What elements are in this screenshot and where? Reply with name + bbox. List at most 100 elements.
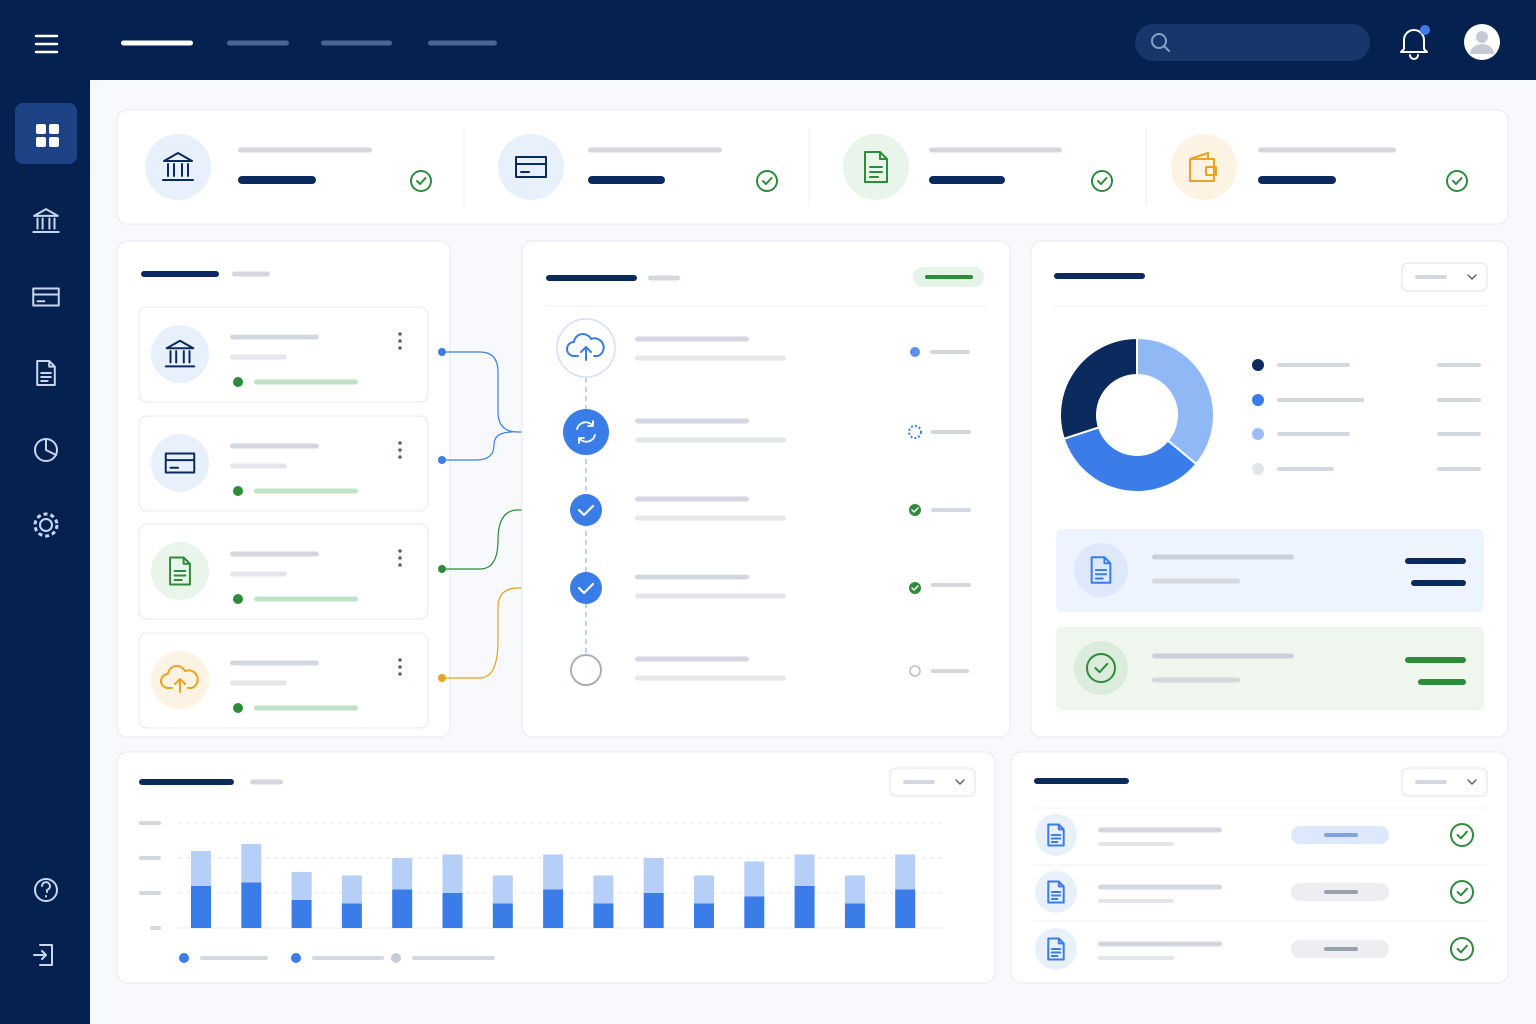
dropdown-caret xyxy=(1467,274,1477,280)
card-icon xyxy=(515,156,547,178)
bar-segment xyxy=(895,889,916,928)
placeholder-line xyxy=(139,779,234,785)
placeholder-line xyxy=(635,336,749,342)
sidebar xyxy=(0,0,90,1024)
placeholder-line xyxy=(230,443,319,449)
placeholder-line xyxy=(1437,398,1481,402)
bar-segment xyxy=(341,903,362,928)
placeholder-line xyxy=(200,956,268,960)
placeholder-line xyxy=(1277,432,1350,436)
status-dot xyxy=(910,347,920,357)
placeholder-line xyxy=(1277,467,1334,471)
more-menu[interactable] xyxy=(398,549,402,553)
search-icon xyxy=(1151,33,1167,49)
legend-dot xyxy=(1252,394,1264,406)
placeholder-line xyxy=(232,271,270,277)
placeholder-line xyxy=(546,275,637,281)
placeholder-line xyxy=(1277,363,1350,367)
bar-segment xyxy=(241,882,262,928)
y-tick-placeholder xyxy=(139,821,161,825)
check-mark xyxy=(1452,177,1463,185)
wallet-icon xyxy=(1189,152,1217,182)
bar-segment xyxy=(543,854,564,890)
check-mark xyxy=(577,504,595,517)
dropdown-caret xyxy=(1467,779,1477,785)
placeholder-line xyxy=(635,675,786,681)
notification-bell xyxy=(1400,29,1428,60)
bar-segment xyxy=(341,875,362,904)
more-menu[interactable] xyxy=(398,455,402,459)
search-icon-handle xyxy=(1163,45,1170,52)
placeholder-line xyxy=(929,147,1062,153)
more-menu[interactable] xyxy=(398,665,402,669)
status-check xyxy=(1091,170,1113,192)
summary-icon-bg xyxy=(145,134,211,200)
connector xyxy=(445,509,553,570)
placeholder-line xyxy=(230,463,287,469)
source-icon-bg xyxy=(151,325,209,383)
bar-segment xyxy=(492,875,513,904)
bar-segment xyxy=(392,858,413,890)
doc-check xyxy=(1450,937,1474,961)
more-menu[interactable] xyxy=(398,672,402,676)
step-pending xyxy=(570,654,602,686)
y-tick-placeholder xyxy=(139,856,161,860)
legend-dot xyxy=(391,953,401,963)
placeholder-line xyxy=(250,779,283,785)
bar-segment xyxy=(191,886,211,928)
more-menu[interactable] xyxy=(398,332,402,336)
sync-icon xyxy=(576,420,596,444)
placeholder-line xyxy=(1098,899,1174,903)
bar-segment xyxy=(844,875,865,904)
summary-icon-bg xyxy=(1171,134,1237,200)
placeholder-line xyxy=(1054,273,1145,279)
placeholder-line xyxy=(1324,947,1358,951)
bar-segment xyxy=(543,889,564,928)
placeholder-line xyxy=(635,593,786,599)
placeholder-line xyxy=(254,379,358,385)
placeholder-line xyxy=(588,176,665,184)
bar-segment xyxy=(492,903,513,928)
status-loading xyxy=(908,425,922,439)
more-menu[interactable] xyxy=(398,339,402,343)
settings-icon[interactable] xyxy=(39,518,53,532)
upload-arrow xyxy=(580,346,592,361)
document-icon xyxy=(1047,823,1065,847)
bank-icon xyxy=(164,339,196,368)
placeholder-line xyxy=(312,956,384,960)
document-icon xyxy=(36,360,56,386)
nav-tab xyxy=(428,40,497,46)
placeholder-line xyxy=(230,571,287,577)
check-mark xyxy=(1094,662,1109,674)
help-icon-mark xyxy=(41,881,51,898)
status-dot xyxy=(909,665,921,677)
more-menu[interactable] xyxy=(398,448,402,452)
placeholder-line xyxy=(931,669,969,673)
card-icon xyxy=(32,287,60,307)
more-menu[interactable] xyxy=(398,346,402,350)
check-mark xyxy=(1456,830,1468,840)
check-mark xyxy=(762,177,773,185)
placeholder-line xyxy=(1152,578,1240,584)
placeholder-line xyxy=(931,508,971,512)
status-check xyxy=(756,170,778,192)
more-menu[interactable] xyxy=(398,556,402,560)
placeholder-line xyxy=(230,354,287,360)
y-tick-placeholder xyxy=(150,926,161,930)
more-menu[interactable] xyxy=(398,658,402,662)
placeholder-line xyxy=(588,147,722,153)
help-icon[interactable] xyxy=(34,878,58,902)
search-box[interactable] xyxy=(1135,24,1370,61)
more-menu[interactable] xyxy=(398,563,402,567)
nav-item-active[interactable] xyxy=(15,103,77,164)
more-menu[interactable] xyxy=(398,441,402,445)
placeholder-line xyxy=(1324,833,1358,837)
bar-segment xyxy=(643,893,664,928)
status-dot xyxy=(233,377,243,387)
settings-icon-gear xyxy=(33,512,59,538)
cloud-icon xyxy=(566,333,605,357)
dashboard-icon xyxy=(36,124,46,134)
placeholder-line xyxy=(1098,842,1174,846)
